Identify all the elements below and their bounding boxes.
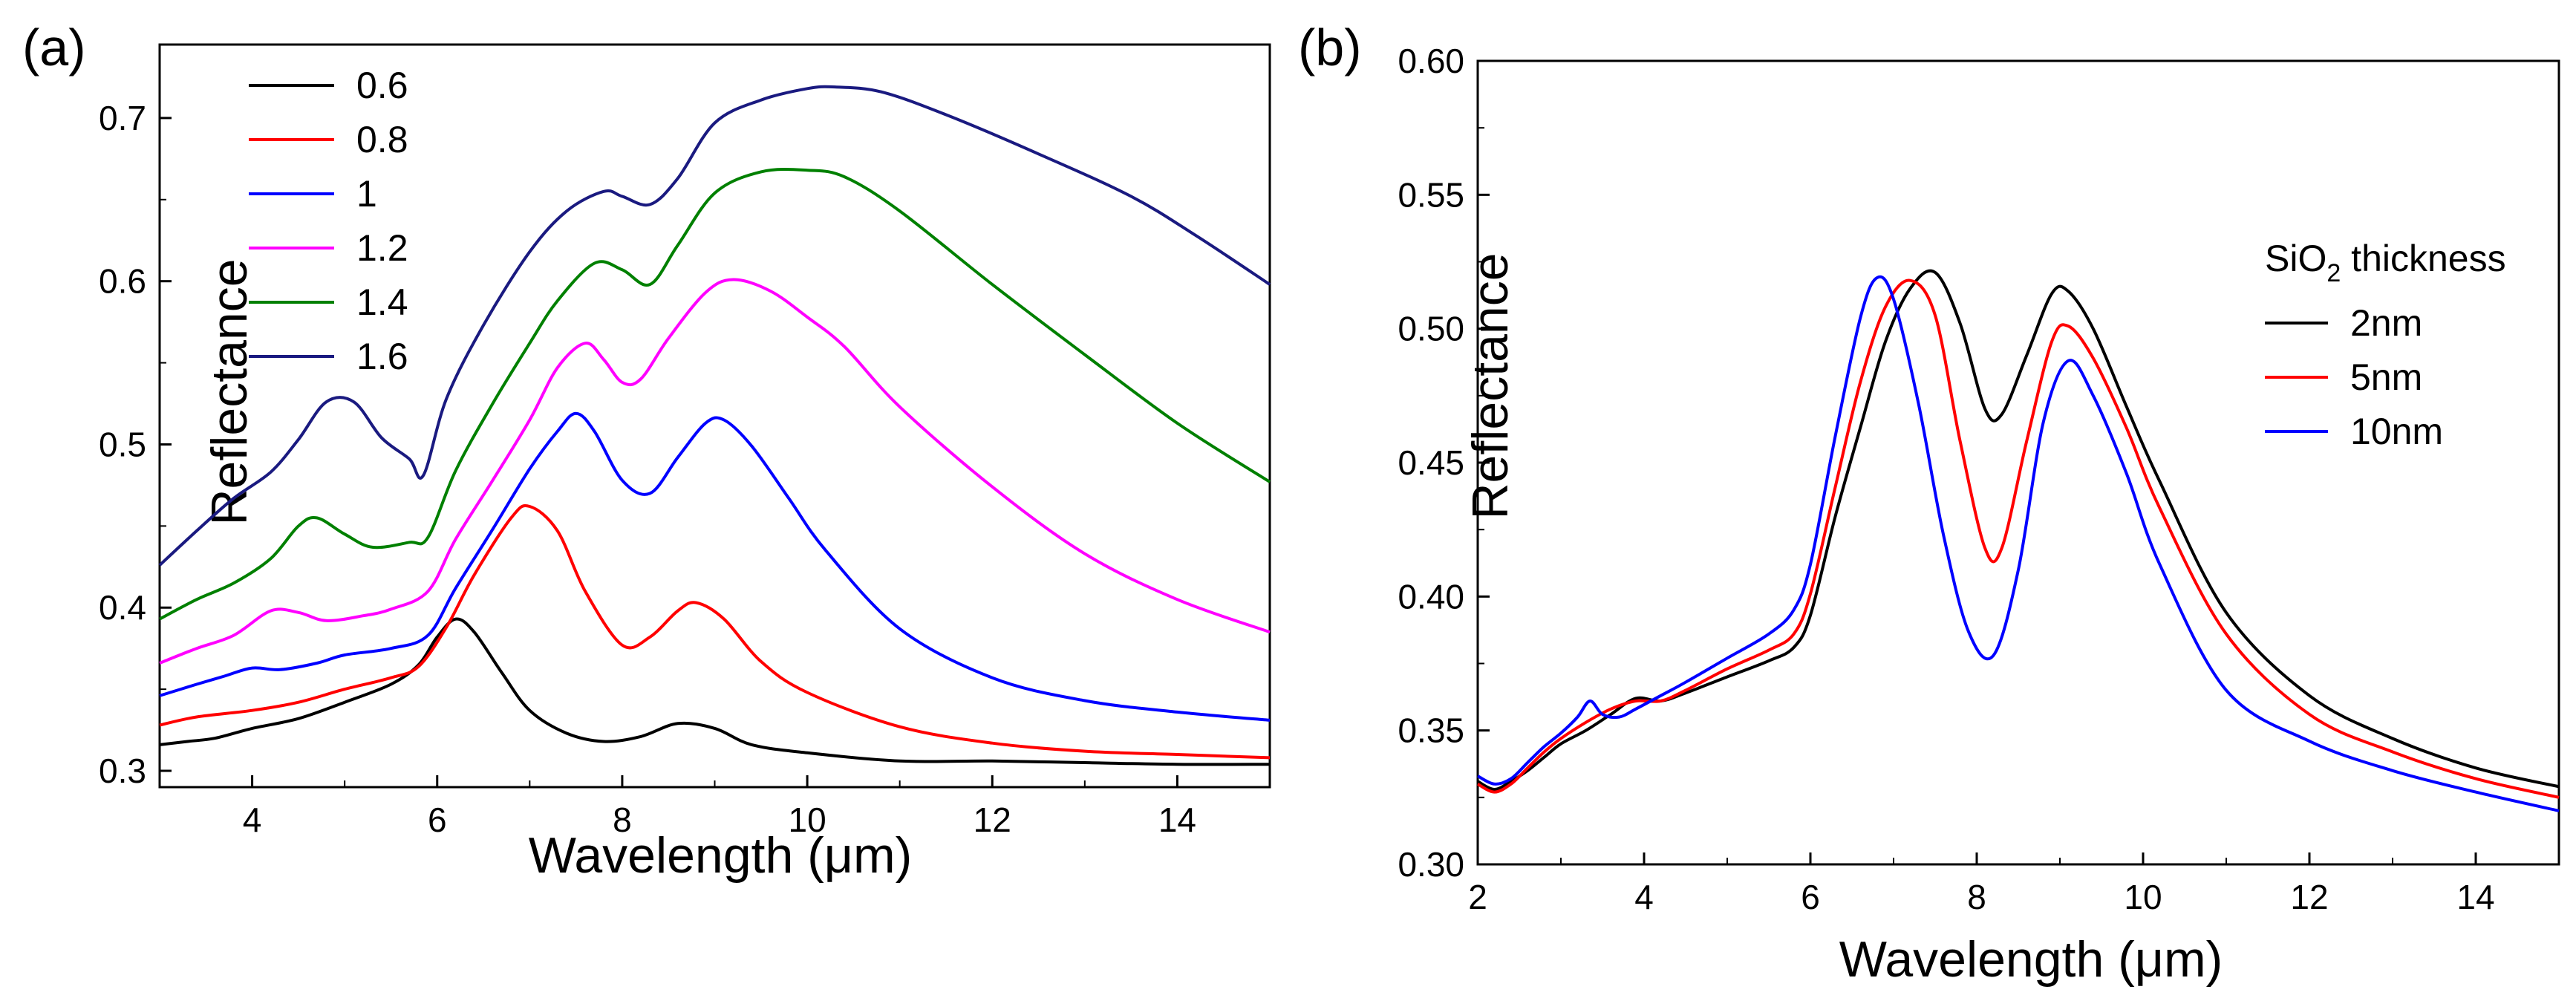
panel-a-x-tick-label: 12 bbox=[974, 801, 1011, 839]
panel-a-x-tick-label: 6 bbox=[428, 801, 447, 839]
panel-a-y-tick-label: 0.6 bbox=[99, 262, 146, 301]
panel-b-y-tick-label: 0.60 bbox=[1398, 42, 1464, 80]
panel-b-legend-label: 5nm bbox=[2350, 356, 2422, 398]
panel-b-x-axis-title: Wavelength (μm) bbox=[1839, 931, 2223, 988]
panel-b-legend-title: SiO2 thickness bbox=[2265, 238, 2506, 287]
panel-a-y-tick-label: 0.4 bbox=[99, 588, 146, 627]
panel-a-legend-label: 1.4 bbox=[356, 281, 408, 323]
panel-b-y-tick-label: 0.30 bbox=[1398, 845, 1464, 884]
panel-b-chart: (b) Reflectance Wavelength (μm) SiO2 thi… bbox=[1298, 19, 2560, 988]
panel-a-series-line-1.4 bbox=[159, 167, 1271, 621]
panel-a-chart: (a) Reflectance Wavelength (μm) 4 6 8 10 12 1… bbox=[22, 19, 1271, 884]
panel-b-x-tick-label: 6 bbox=[1801, 878, 1820, 916]
panel-a-label: (a) bbox=[22, 19, 86, 76]
panel-a-y-tick-label: 0.3 bbox=[99, 751, 146, 790]
legend-title-main: SiO bbox=[2265, 238, 2326, 279]
panel-a-series-line-0.8 bbox=[159, 503, 1271, 760]
panel-a-y-axis-title: Reflectance bbox=[201, 258, 258, 525]
panel-b-x-tick-label: 8 bbox=[1967, 878, 1986, 916]
panel-b-y-axis-title: Reflectance bbox=[1462, 252, 1519, 519]
panel-a-x-tick-label: 8 bbox=[613, 801, 632, 839]
panel-b-legend-label: 2nm bbox=[2350, 302, 2422, 344]
panel-b-series-line-10nm bbox=[1477, 275, 2560, 812]
legend-title-rest: thickness bbox=[2341, 238, 2505, 279]
panel-b-y-tick-label: 0.40 bbox=[1398, 577, 1464, 616]
panel-b-x-tick-label: 12 bbox=[2290, 878, 2328, 916]
panel-a-series-line-1.2 bbox=[159, 278, 1271, 665]
panel-b-x-tick-label: 4 bbox=[1634, 878, 1654, 916]
panel-a-x-tick-label: 4 bbox=[243, 801, 262, 839]
panel-a-legend-label: 1 bbox=[356, 173, 377, 215]
panel-a-legend-label: 1.2 bbox=[356, 227, 408, 269]
panel-a-series-line-1.6 bbox=[158, 85, 1271, 567]
panel-b-y-tick-label: 0.35 bbox=[1398, 711, 1464, 750]
panel-a-x-axis-title: Wavelength (μm) bbox=[529, 827, 913, 884]
panel-b-label: (b) bbox=[1298, 19, 1362, 76]
panel-a-x-tick-label: 10 bbox=[788, 801, 826, 839]
panel-a-legend-label: 1.6 bbox=[356, 336, 408, 377]
panel-a-series-line-1 bbox=[159, 411, 1271, 722]
legend-title-subscript: 2 bbox=[2326, 259, 2341, 287]
panel-b-legend-label: 10nm bbox=[2350, 411, 2443, 452]
panel-b-x-tick-label: 2 bbox=[1468, 878, 1487, 916]
panel-b-y-tick-label: 0.45 bbox=[1398, 443, 1464, 482]
panel-b-series-line-2nm bbox=[1477, 269, 2560, 791]
panel-b-x-tick-label: 10 bbox=[2124, 878, 2162, 916]
panel-a-y-tick-label: 0.7 bbox=[99, 99, 146, 137]
panel-a-x-tick-label: 14 bbox=[1158, 801, 1196, 839]
panel-a-legend-label: 0.6 bbox=[356, 65, 408, 106]
panel-b-series-line-5nm bbox=[1477, 278, 2560, 799]
panel-b-plot-frame bbox=[1476, 59, 2560, 866]
panel-a-series-line-0.6 bbox=[159, 617, 1271, 766]
panel-a-legend-label: 0.8 bbox=[356, 119, 408, 160]
panel-a-y-tick-label: 0.5 bbox=[99, 425, 146, 463]
panel-a-plot-frame bbox=[158, 43, 1271, 789]
panel-b-y-tick-label: 0.50 bbox=[1398, 310, 1464, 348]
panel-b-y-tick-label: 0.55 bbox=[1398, 175, 1464, 214]
panel-b-x-tick-label: 14 bbox=[2456, 878, 2494, 916]
